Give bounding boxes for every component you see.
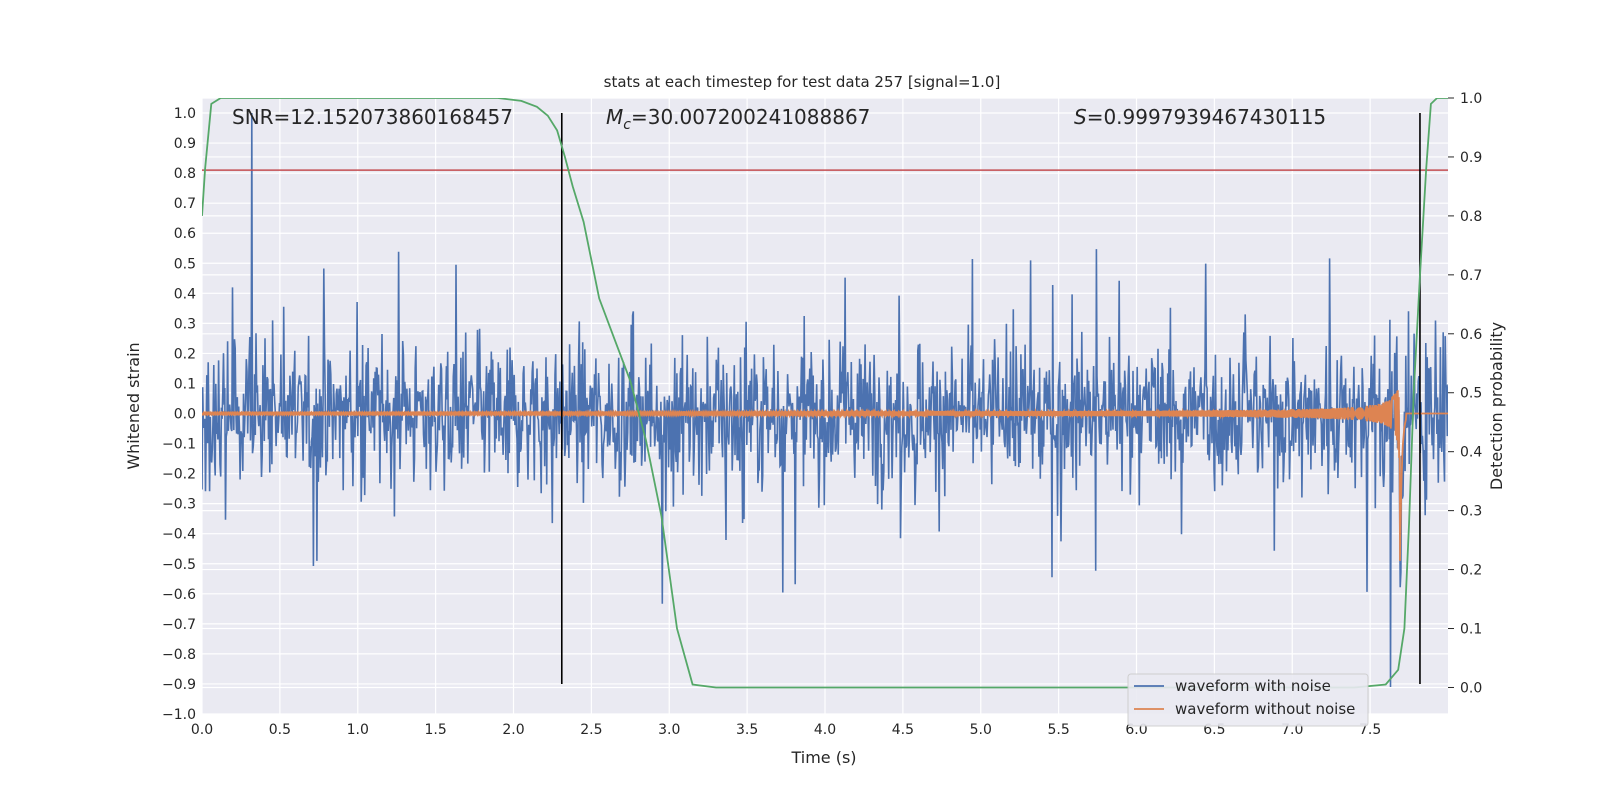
legend: waveform with noise waveform without noi… (1127, 673, 1369, 727)
y-axis-label: Whitened strain (124, 342, 143, 469)
x-tick-label: 5.0 (970, 722, 992, 738)
legend-box (1127, 673, 1369, 727)
y-tick-label: 0.8 (174, 166, 196, 182)
y-tick-label: 0.6 (174, 226, 196, 242)
legend-label-noise: waveform with noise (1175, 677, 1331, 695)
y2-axis-ticks: 0.0 0.1 0.2 0.3 0.4 0.5 0.6 0.7 0.8 0.9 1.0 (1448, 91, 1482, 696)
y2-axis-label: Detection probability (1487, 322, 1506, 490)
y2-tick-label: 0.5 (1460, 386, 1482, 402)
series-waveform-with-noise (202, 112, 1448, 688)
y2-tick-label: 0.2 (1460, 563, 1482, 579)
y2-tick-label: 0.8 (1460, 209, 1482, 225)
y-tick-label: −0.5 (162, 557, 196, 573)
annotation-s: S=0.9997939467430115 (1074, 105, 1326, 129)
y2-tick-label: 0.0 (1460, 680, 1482, 696)
y-tick-label: 0.9 (174, 136, 196, 152)
x-tick-label: 3.5 (736, 722, 758, 738)
y-tick-label: 0.4 (174, 286, 196, 302)
y-tick-label: −0.8 (162, 647, 196, 663)
x-tick-label: 1.0 (347, 722, 369, 738)
y-tick-label: 0.3 (174, 316, 196, 332)
x-axis-label: Time (s) (790, 748, 856, 767)
y-tick-label: −0.7 (162, 617, 196, 633)
legend-label-clean: waveform without noise (1175, 700, 1355, 718)
y2-tick-label: 0.7 (1460, 268, 1482, 284)
x-tick-label: 0.0 (191, 722, 213, 738)
x-tick-label: 4.0 (814, 722, 836, 738)
y-tick-label: −0.9 (162, 677, 196, 693)
y-tick-label: 0.7 (174, 196, 196, 212)
y-tick-label: −0.2 (162, 467, 196, 483)
x-axis-ticks: 0.0 0.5 1.0 1.5 2.0 2.5 3.0 3.5 4.0 4.5 5.0 5.5 6.0 6… (191, 722, 1381, 738)
y-tick-label: −0.3 (162, 497, 196, 513)
x-tick-label: 1.5 (424, 722, 446, 738)
chart-title: stats at each timestep for test data 257… (604, 73, 1001, 91)
annotation-snr: SNR=12.152073860168457 (232, 105, 513, 129)
series-waveform-without-noise (202, 390, 1448, 561)
x-tick-label: 4.5 (892, 722, 914, 738)
x-tick-label: 2.0 (502, 722, 524, 738)
y-tick-label: −1.0 (162, 707, 196, 723)
annotation-mc: Mc=30.007200241088867 (606, 105, 870, 133)
y-axis-ticks: −1.0 −0.9 −0.8 −0.7 −0.6 −0.5 −0.4 −0.3 −0.2 −0.1… (162, 106, 196, 723)
y-tick-label: −0.1 (162, 437, 196, 453)
y2-tick-label: 0.6 (1460, 327, 1482, 343)
x-tick-label: 0.5 (269, 722, 291, 738)
y2-tick-label: 0.4 (1460, 445, 1482, 461)
y2-tick-label: 0.1 (1460, 622, 1482, 638)
x-tick-label: 2.5 (580, 722, 602, 738)
y-tick-label: −0.6 (162, 587, 196, 603)
y-tick-label: 0.2 (174, 346, 196, 362)
y2-tick-label: 0.3 (1460, 504, 1482, 520)
y-tick-label: −0.4 (162, 527, 196, 543)
y-tick-label: 0.1 (174, 376, 196, 392)
y-tick-label: 1.0 (174, 106, 196, 122)
y-tick-label: 0.0 (174, 407, 196, 423)
y2-tick-label: 1.0 (1460, 91, 1482, 107)
y2-tick-label: 0.9 (1460, 150, 1482, 166)
x-tick-label: 5.5 (1047, 722, 1069, 738)
series-detection-probability (202, 98, 1448, 689)
y-tick-label: 0.5 (174, 256, 196, 272)
x-tick-label: 3.0 (658, 722, 680, 738)
